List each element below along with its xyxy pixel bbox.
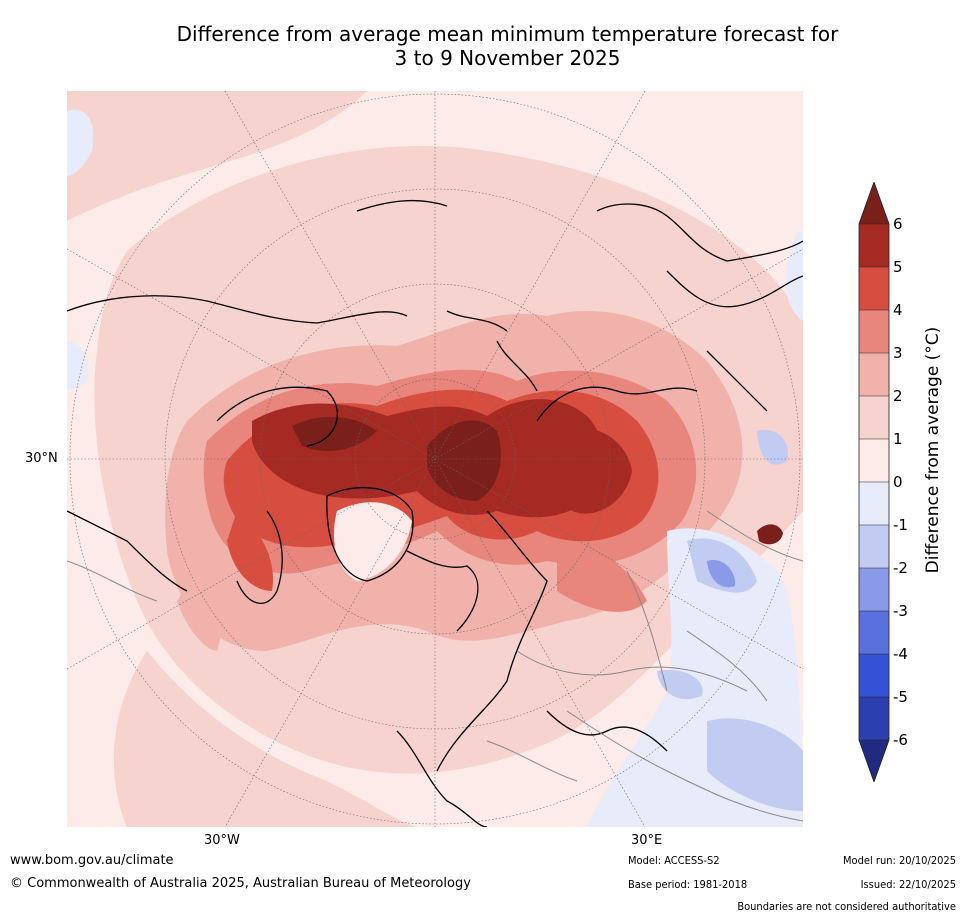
colorbar-bands — [859, 224, 889, 740]
anomaly-hotspot-east — [757, 524, 783, 545]
colorbar-band-3_4 — [859, 310, 889, 353]
colorbar-band-2_3 — [859, 353, 889, 396]
colorbar-band-0_1 — [859, 439, 889, 482]
lon-label-30e: 30°E — [631, 833, 663, 848]
anomaly-band-over-6-west — [292, 416, 377, 451]
footer-copyright: © Commonwealth of Australia 2025, Austra… — [10, 876, 471, 891]
forecast-map-svg — [67, 91, 803, 827]
colorbar-under-arrow — [859, 740, 889, 782]
anomaly-band-4-5-west — [227, 511, 273, 591]
footer-model-run: Model run: 20/10/2025 — [843, 854, 956, 867]
footer-website: www.bom.gov.au/climate — [10, 853, 174, 868]
footer-issued: Issued: 22/10/2025 — [860, 878, 956, 891]
colorbar-tick-label: 5 — [893, 258, 903, 276]
cool-area-east-1 — [757, 430, 788, 465]
colorbar-tick-label: -1 — [893, 516, 908, 534]
greenland-cool-area — [333, 502, 412, 581]
colorbar-tick-label: -5 — [893, 688, 908, 706]
anomaly-band-over-6-center — [427, 420, 501, 501]
colorbar-band-m3_m2 — [859, 568, 889, 611]
colorbar-band-m4_m3 — [859, 611, 889, 654]
colorbar-tick-label: -6 — [893, 731, 908, 749]
graticule — [67, 91, 803, 827]
colorbar-tick-label: 1 — [893, 430, 903, 448]
cool-area-asia-2 — [707, 560, 736, 588]
footer-model: Model: ACCESS-S2 — [628, 854, 720, 867]
colorbar-label-text: Difference from average (°C) — [923, 326, 943, 574]
cool-area-asia-3 — [707, 718, 803, 811]
colorbar — [858, 180, 890, 786]
colorbar-svg — [858, 180, 890, 784]
colorbar-tick-label: 0 — [893, 473, 903, 491]
footer-disclaimer: Boundaries are not considered authoritat… — [737, 900, 956, 913]
colorbar-band-1_2 — [859, 396, 889, 439]
map-title: Difference from average mean minimum tem… — [60, 22, 955, 70]
colorbar-band-m6_m5 — [859, 697, 889, 740]
colorbar-tick-label: 2 — [893, 387, 903, 405]
colorbar-tick-label: -4 — [893, 645, 908, 663]
colorbar-tick-label: 6 — [893, 215, 903, 233]
footer-base-period: Base period: 1981-2018 — [628, 878, 748, 891]
country-borders — [67, 510, 803, 822]
colorbar-tick-label: -2 — [893, 559, 908, 577]
cool-area-asia-4 — [657, 670, 703, 700]
colorbar-label: Difference from average (°C) — [918, 280, 948, 620]
anomaly-band-2-3-west — [177, 571, 221, 651]
lat-label-30n: 30°N — [25, 451, 58, 466]
colorbar-tick-label: 4 — [893, 301, 903, 319]
cool-area-far-east — [785, 231, 803, 321]
colorbar-band-m5_m4 — [859, 654, 889, 697]
lon-label-30w: 30°W — [204, 833, 240, 848]
anomaly-band-3-4-east — [557, 531, 647, 612]
colorbar-band-m2_m1 — [859, 525, 889, 568]
colorbar-band-m1_0 — [859, 482, 889, 525]
colorbar-tick-label: 3 — [893, 344, 903, 362]
forecast-map — [67, 91, 803, 827]
anomaly-band-5-6-east — [567, 428, 632, 514]
cool-area-northwest — [67, 110, 94, 176]
map-title-line2: 3 to 9 November 2025 — [394, 46, 621, 70]
coastlines — [67, 199, 803, 827]
anomaly-band-1-2-south — [113, 651, 417, 827]
colorbar-tick-label: -3 — [893, 602, 908, 620]
colorbar-band-5_6 — [859, 224, 889, 267]
colorbar-over-arrow — [859, 182, 889, 224]
colorbar-band-4_5 — [859, 267, 889, 310]
cool-area-west — [67, 341, 89, 390]
map-title-line1: Difference from average mean minimum tem… — [176, 22, 839, 46]
